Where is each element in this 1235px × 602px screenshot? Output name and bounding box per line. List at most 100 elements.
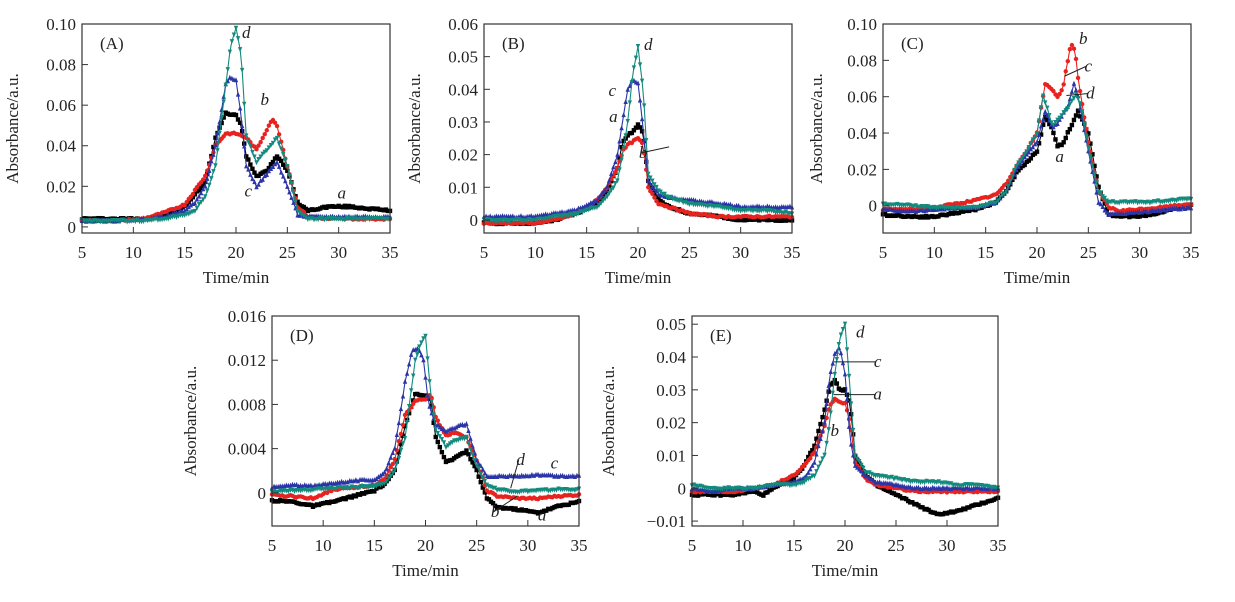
data-point bbox=[1053, 120, 1058, 126]
data-point bbox=[1065, 58, 1071, 64]
y-tick-label: 0.02 bbox=[46, 177, 76, 196]
data-point bbox=[859, 468, 864, 474]
data-point bbox=[272, 161, 278, 167]
y-tick-label: 0.012 bbox=[228, 351, 266, 370]
data-point bbox=[806, 469, 811, 475]
data-point bbox=[1075, 75, 1081, 81]
data-point bbox=[244, 154, 249, 159]
annotation-leader bbox=[1064, 65, 1087, 77]
data-point bbox=[472, 458, 477, 464]
data-point bbox=[281, 173, 286, 179]
data-point bbox=[211, 144, 216, 150]
data-point bbox=[250, 166, 255, 171]
data-point bbox=[797, 467, 803, 473]
data-point bbox=[198, 199, 204, 205]
data-point bbox=[421, 357, 426, 363]
data-point bbox=[394, 431, 400, 437]
series-d bbox=[269, 333, 582, 495]
data-point bbox=[1073, 87, 1079, 93]
curve-label-b: b bbox=[831, 421, 840, 440]
data-point bbox=[818, 435, 823, 441]
data-point bbox=[572, 473, 578, 479]
series-a bbox=[79, 110, 393, 222]
data-point bbox=[646, 171, 651, 177]
data-point bbox=[1094, 189, 1099, 195]
data-point bbox=[254, 184, 259, 190]
plot-area bbox=[79, 25, 393, 225]
series-a bbox=[689, 377, 1001, 517]
data-point bbox=[433, 427, 438, 433]
plot-area bbox=[269, 333, 582, 516]
data-point bbox=[617, 167, 622, 173]
data-point bbox=[237, 105, 243, 111]
data-point bbox=[215, 148, 220, 154]
series-line-d bbox=[691, 323, 999, 490]
series-d bbox=[481, 44, 795, 224]
data-point bbox=[213, 142, 218, 148]
data-point bbox=[639, 140, 645, 146]
data-point bbox=[861, 465, 866, 471]
data-point bbox=[283, 178, 288, 184]
data-point bbox=[1061, 110, 1066, 116]
data-point bbox=[830, 360, 835, 366]
data-point bbox=[678, 198, 684, 204]
panel-b: 5 10 15 20 25 30 35 0 0.01 0.02 0.03 0.04 0.05 0.06 Ti… bbox=[405, 15, 801, 287]
data-point bbox=[1073, 56, 1079, 62]
data-point bbox=[190, 191, 196, 197]
data-point bbox=[1043, 100, 1048, 106]
data-point bbox=[1104, 198, 1110, 204]
data-point bbox=[615, 178, 620, 184]
y-tick-label: 0.008 bbox=[228, 395, 266, 414]
curve-label-d: d bbox=[856, 322, 865, 341]
data-point bbox=[207, 182, 212, 188]
x-tick-label: 5 bbox=[78, 243, 87, 262]
series-c bbox=[689, 345, 1001, 495]
data-point bbox=[281, 152, 286, 158]
data-point bbox=[468, 456, 473, 462]
data-point bbox=[625, 119, 630, 125]
data-point bbox=[490, 501, 496, 506]
data-point bbox=[182, 203, 187, 208]
data-point bbox=[928, 486, 933, 492]
data-point bbox=[342, 217, 348, 223]
data-point bbox=[476, 466, 481, 472]
data-point bbox=[1133, 199, 1138, 205]
data-point bbox=[468, 447, 473, 453]
data-point bbox=[635, 44, 641, 50]
data-point bbox=[621, 138, 626, 144]
data-point bbox=[654, 187, 659, 193]
panel-e: 5 10 15 20 25 30 35 −0.01 0 0.01 0.02 0.03 0.04 0.05 T… bbox=[599, 315, 1007, 580]
data-point bbox=[1075, 108, 1081, 113]
data-point bbox=[252, 179, 257, 185]
data-point bbox=[802, 479, 807, 485]
data-point bbox=[203, 183, 208, 189]
data-point bbox=[270, 140, 276, 146]
data-point bbox=[248, 162, 253, 167]
data-point bbox=[623, 98, 628, 104]
data-point bbox=[609, 187, 614, 193]
data-point bbox=[1036, 141, 1042, 146]
data-point bbox=[644, 138, 649, 144]
data-point bbox=[1012, 174, 1017, 180]
data-point bbox=[482, 478, 488, 484]
y-axis-title: Absorbance/a.u. bbox=[181, 366, 200, 476]
x-tick-label: 35 bbox=[1183, 243, 1200, 262]
data-point bbox=[260, 135, 265, 141]
data-point bbox=[594, 198, 600, 204]
data-point bbox=[1045, 112, 1050, 118]
data-point bbox=[808, 450, 813, 456]
data-point bbox=[188, 202, 194, 208]
data-point bbox=[635, 122, 641, 127]
data-point bbox=[449, 440, 455, 446]
data-point bbox=[633, 55, 639, 61]
data-point bbox=[246, 166, 251, 172]
data-point bbox=[859, 462, 864, 468]
data-point bbox=[435, 418, 440, 423]
data-point bbox=[396, 450, 402, 455]
panel-c: 5 10 15 20 25 30 35 0 0.02 0.04 0.06 0.08 0.10 Time/m… bbox=[807, 15, 1200, 287]
data-point bbox=[382, 469, 387, 475]
data-point bbox=[242, 101, 247, 107]
series-line-d bbox=[483, 46, 793, 222]
data-point bbox=[689, 201, 694, 207]
x-tick-label: 10 bbox=[527, 243, 544, 262]
